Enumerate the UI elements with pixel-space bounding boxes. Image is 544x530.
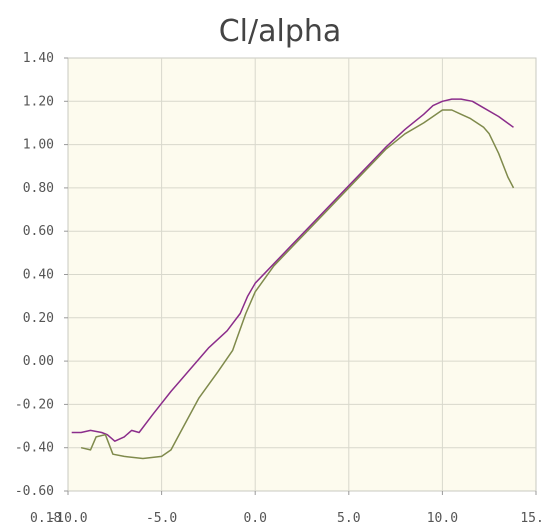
y-tick-label: 0.60 xyxy=(23,224,54,239)
series-line-1 xyxy=(71,98,514,442)
y-tick-label: 1.00 xyxy=(23,138,54,153)
series-lines xyxy=(71,98,515,460)
x-tick-label: -10.0 xyxy=(48,511,87,526)
x-tick-label: 5.0 xyxy=(337,511,360,526)
y-tick-label: 0.40 xyxy=(23,268,54,283)
series-line-2 xyxy=(80,109,515,460)
y-tick-label: -0.20 xyxy=(15,397,54,412)
x-tick-label: 15.0 xyxy=(520,511,544,526)
y-tick-label: 0.00 xyxy=(23,354,54,369)
y-tick-label: -0.40 xyxy=(15,441,54,456)
stray-axis-label: 0.18 xyxy=(30,511,61,526)
y-tick-label: 1.40 xyxy=(23,51,54,66)
y-axis-ticks: 1.40 1.20 1.00 0.80 0.60 0.40 0.20 0.00 -0.20 -0.… xyxy=(15,51,68,499)
grid-lines xyxy=(68,58,536,491)
y-tick-label: 0.20 xyxy=(23,311,54,326)
x-tick-label: 10.0 xyxy=(427,511,458,526)
x-tick-label: -5.0 xyxy=(146,511,177,526)
x-tick-label: 0.0 xyxy=(243,511,266,526)
y-tick-label: 1.20 xyxy=(23,94,54,109)
y-tick-label: -0.60 xyxy=(15,484,54,499)
x-axis-ticks: -10.0 -5.0 0.0 5.0 10.0 15.0 xyxy=(48,491,544,526)
chart-title: Cl/alpha xyxy=(219,14,342,49)
y-tick-label: 0.80 xyxy=(23,181,54,196)
